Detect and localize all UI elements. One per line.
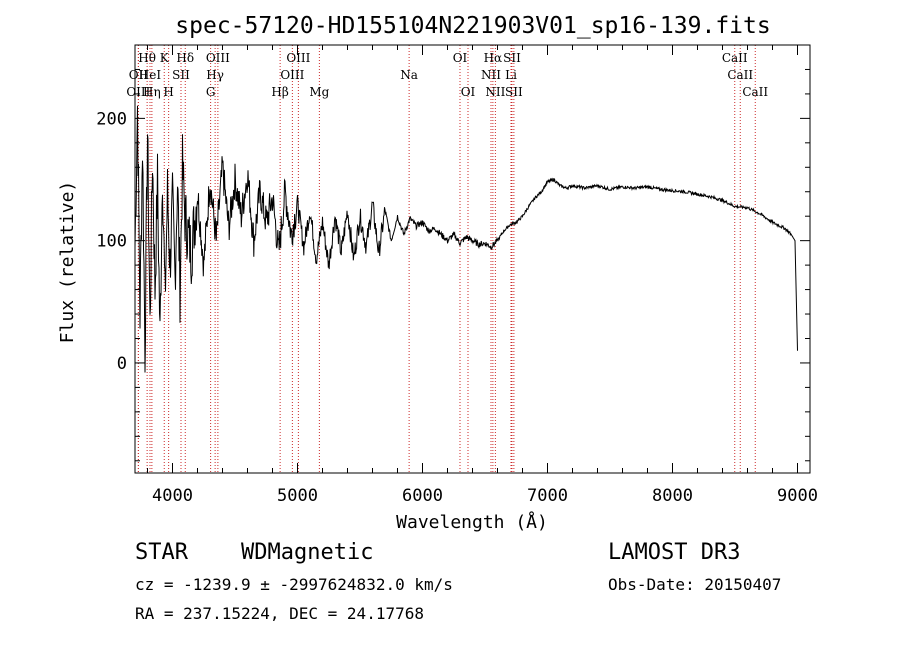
spectrum-line [134, 105, 798, 373]
chart-title: spec-57120-HD155104N221903V01_sp16-139.f… [175, 13, 770, 39]
line-marker-label: OIII [280, 68, 304, 82]
line-marker-label: Hθ [138, 51, 156, 65]
line-marker-label: SII [503, 51, 521, 65]
line-marker-label: Hβ [271, 85, 288, 99]
line-marker-label: CaII [722, 51, 748, 65]
line-marker-label: OI [453, 51, 468, 65]
redshift-line: cz = -1239.9 ± -2997624832.0 km/s [135, 575, 453, 594]
class-label: STAR [135, 540, 189, 565]
x-tick-label: 9000 [777, 486, 818, 506]
y-tick-label: 100 [96, 232, 127, 252]
line-marker-label: OIII [286, 51, 310, 65]
line-marker-label: HeI [139, 68, 162, 82]
line-marker-label: Hδ [176, 51, 194, 65]
line-marker-label: OII [129, 68, 149, 82]
line-marker-label: Hγ [206, 68, 224, 82]
line-marker-label: G [206, 85, 216, 99]
line-marker-label: Hα [484, 51, 503, 65]
x-axis-ticks: 4000 5000 6000 7000 8000 9000 [147, 45, 818, 506]
line-marker-label: CaII [742, 85, 768, 99]
y-tick-label: 200 [96, 109, 127, 129]
obs-date: Obs-Date: 20150407 [608, 575, 781, 594]
line-marker-label: Hη [143, 85, 161, 99]
x-tick-label: 5000 [277, 486, 318, 506]
line-marker-label: Na [400, 68, 418, 82]
line-marker-label: Li [505, 68, 517, 82]
y-axis-label: Flux (relative) [57, 181, 78, 344]
x-tick-label: 8000 [652, 486, 693, 506]
y-tick-label: 0 [117, 354, 127, 374]
line-marker-label: OIII [126, 85, 150, 99]
line-markers [137, 45, 756, 473]
x-tick-label: 7000 [527, 486, 568, 506]
x-tick-label: 4000 [152, 486, 193, 506]
line-marker-label: CaII [727, 68, 753, 82]
x-tick-label: 6000 [402, 486, 443, 506]
x-axis-label: Wavelength (Å) [396, 511, 548, 533]
plot-frame [134, 44, 811, 474]
line-marker-label: SII [505, 85, 523, 99]
line-marker-label: Mg [309, 85, 329, 99]
y-axis-ticks: 0 100 200 [96, 44, 810, 462]
line-marker-label: NII [481, 68, 501, 82]
coordinates: RA = 237.15224, DEC = 24.17768 [135, 604, 424, 623]
line-marker-label: OIII [206, 51, 230, 65]
subclass-label: WDMagnetic [241, 540, 373, 565]
line-marker-label: OI [461, 85, 476, 99]
line-marker-label: SII [172, 68, 190, 82]
line-marker-label: K [160, 51, 170, 65]
line-marker-label: H [163, 85, 173, 99]
line-marker-label: NII [485, 85, 505, 99]
survey-label: LAMOST DR3 [608, 540, 740, 565]
